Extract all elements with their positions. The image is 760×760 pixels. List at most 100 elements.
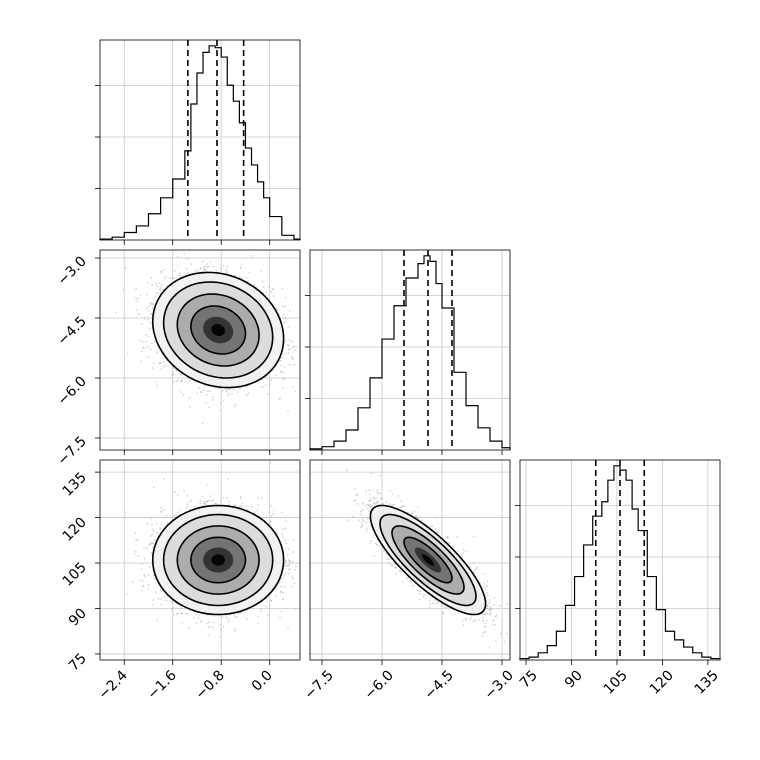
histogram-step-line — [99, 45, 301, 240]
sample-point — [281, 287, 284, 290]
sample-point — [226, 394, 229, 397]
sample-point — [146, 281, 149, 284]
sample-point — [283, 306, 285, 308]
sample-point — [180, 374, 182, 377]
sample-point — [148, 304, 151, 307]
sample-point — [250, 255, 252, 257]
sample-point — [220, 267, 222, 270]
sample-point — [201, 422, 204, 425]
sample-point — [151, 307, 154, 309]
sample-point — [211, 398, 214, 401]
sample-point — [221, 389, 224, 392]
sample-point — [236, 391, 239, 393]
sample-point — [172, 367, 174, 369]
sample-point — [209, 261, 212, 264]
sample-point — [122, 289, 125, 291]
sample-point — [162, 360, 165, 363]
sample-point — [164, 364, 166, 366]
sample-point — [288, 309, 291, 312]
sample-point — [265, 291, 268, 294]
sample-point — [283, 354, 286, 356]
sample-point — [195, 392, 198, 395]
sample-point — [147, 345, 150, 348]
sample-point — [239, 266, 242, 269]
sample-point — [155, 283, 158, 285]
sample-point — [206, 266, 209, 269]
grid — [100, 40, 300, 240]
sample-point — [114, 311, 117, 314]
sample-point — [208, 406, 210, 409]
sample-point — [201, 260, 204, 263]
sample-point — [241, 277, 244, 279]
sample-point — [225, 390, 228, 393]
sample-point — [234, 403, 237, 406]
sample-point — [283, 321, 285, 324]
sample-point — [287, 352, 290, 355]
sample-point — [152, 362, 155, 365]
sample-point — [291, 358, 294, 361]
sample-point — [268, 383, 271, 386]
sample-point — [150, 276, 153, 279]
sample-point — [247, 392, 250, 395]
sample-point — [255, 286, 258, 288]
sample-point — [274, 374, 277, 377]
sample-point — [189, 405, 191, 408]
sample-point — [293, 363, 296, 366]
sample-point — [144, 347, 147, 350]
sample-point — [159, 270, 162, 273]
sample-point — [194, 269, 197, 272]
sample-point — [171, 277, 174, 280]
sample-point — [160, 284, 163, 287]
sample-point — [279, 360, 281, 362]
sample-point — [232, 388, 235, 391]
sample-point — [225, 269, 228, 271]
sample-point — [295, 345, 297, 348]
sample-point — [141, 350, 143, 353]
sample-point — [149, 302, 152, 305]
sample-point — [204, 402, 207, 404]
sample-point — [142, 341, 144, 343]
sample-point — [284, 296, 287, 299]
sample-point — [171, 374, 173, 377]
sample-point — [141, 323, 143, 325]
sample-point — [203, 266, 206, 269]
sample-point — [205, 269, 208, 271]
sample-point — [212, 396, 214, 398]
histogram-marks — [95, 40, 301, 245]
sample-point — [159, 288, 161, 291]
histogram-step-line — [309, 255, 511, 450]
sample-point — [240, 263, 243, 265]
sample-point — [204, 265, 207, 268]
sample-point — [147, 356, 150, 358]
sample-point — [291, 340, 294, 343]
hist-panel-param-2 — [515, 459, 721, 665]
hist-panel-param-1 — [305, 249, 511, 455]
sample-point — [262, 286, 265, 288]
sample-point — [167, 364, 169, 367]
sample-point — [294, 390, 297, 393]
sample-point — [140, 360, 142, 363]
panel-frame — [99, 39, 301, 241]
sample-point — [282, 357, 284, 359]
sample-point — [175, 276, 178, 279]
hist-panel-param-0 — [95, 39, 301, 245]
sample-point — [156, 384, 158, 387]
sample-point — [145, 341, 147, 343]
sample-point — [159, 362, 161, 364]
sample-point — [178, 272, 181, 275]
sample-point — [176, 370, 178, 372]
sample-point — [156, 351, 159, 354]
sample-point — [228, 392, 230, 395]
sample-point — [273, 295, 275, 297]
panel-frame — [519, 459, 721, 661]
sample-point — [197, 387, 200, 390]
sample-point — [180, 379, 183, 382]
sample-point — [143, 317, 146, 320]
sample-point — [137, 297, 139, 300]
sample-point — [225, 388, 228, 391]
sample-point — [151, 283, 153, 286]
sample-point — [222, 264, 225, 267]
histogram-marks — [515, 460, 721, 665]
sample-point — [145, 293, 148, 296]
